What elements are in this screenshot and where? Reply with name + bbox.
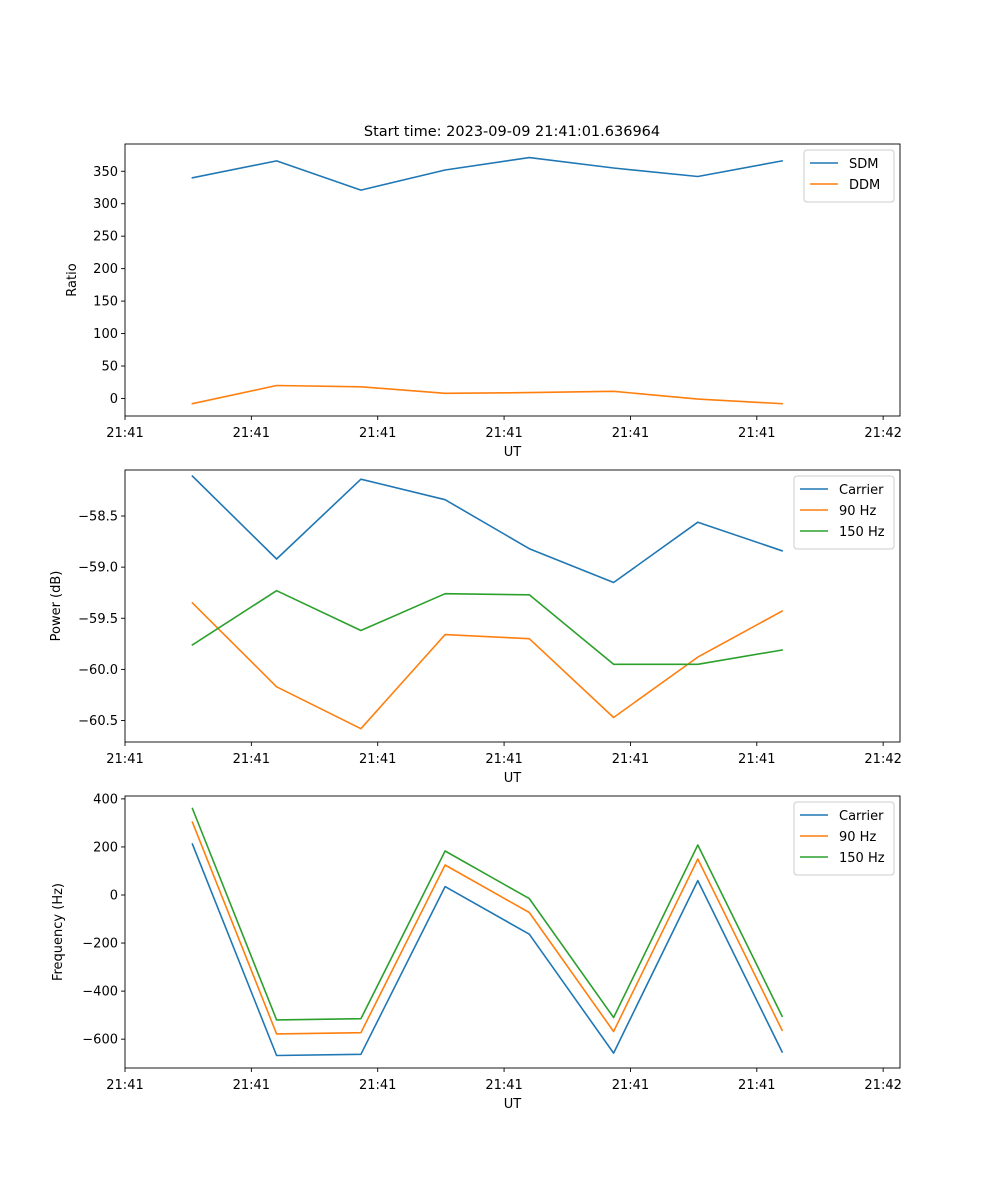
axes-frame	[124, 143, 901, 417]
y-tick-label: 0	[110, 888, 118, 903]
x-tick-label: 21:41	[106, 1078, 143, 1093]
x-tick-label: 21:41	[485, 752, 522, 767]
x-tick-label: 21:41	[106, 426, 143, 441]
x-tick-label: 21:42	[864, 426, 901, 441]
y-tick-label: 350	[93, 165, 118, 180]
x-tick-label: 21:41	[738, 1078, 775, 1093]
series-line-ddm	[191, 384, 783, 405]
subplot-ratio: 21:41 21:41 21:41 21:41 21:41 21:41 21:42 0 50 10…	[65, 143, 902, 460]
y-tick-label: 100	[93, 327, 118, 342]
legend-label: SDM	[849, 157, 878, 172]
axes-frame	[124, 469, 901, 743]
x-tick-label: 21:41	[359, 1078, 396, 1093]
legend-label: DDM	[849, 178, 880, 193]
subplot-frequency: 21:41 21:41 21:41 21:41 21:41 21:41 21:42 −600 −…	[51, 792, 902, 1112]
x-tick-label: 21:41	[612, 1078, 649, 1093]
legend: Carrier 90 Hz 150 Hz	[793, 475, 895, 550]
x-tick-label: 21:41	[106, 752, 143, 767]
legend: SDM DDM	[803, 149, 895, 203]
y-tick-label: 200	[93, 262, 118, 277]
axes-frame	[124, 795, 901, 1069]
x-tick-label: 21:42	[864, 1078, 901, 1093]
x-tick-label: 21:41	[233, 426, 270, 441]
x-tick-label: 21:41	[359, 426, 396, 441]
x-tick-label: 21:41	[612, 426, 649, 441]
y-axis-label: Ratio	[65, 263, 80, 296]
y-tick-label: 200	[93, 840, 118, 855]
y-tick-label: 250	[93, 230, 118, 245]
x-axis-label: UT	[504, 445, 522, 460]
x-axis-label: UT	[504, 771, 522, 786]
x-tick-label: 21:41	[233, 1078, 270, 1093]
series-line-carrier	[191, 843, 784, 1057]
x-tick-label: 21:41	[359, 752, 396, 767]
series-line-90-hz	[191, 821, 784, 1035]
series-line-sdm	[191, 156, 784, 191]
legend-label: 150 Hz	[839, 525, 885, 540]
y-tick-label: 300	[93, 197, 118, 212]
legend-label: Carrier	[839, 809, 884, 824]
y-tick-label: −60.0	[78, 663, 118, 678]
y-tick-label: 150	[93, 295, 118, 310]
series-line-150-hz	[191, 589, 784, 666]
y-tick-label: −600	[82, 1033, 118, 1048]
y-tick-label: 50	[101, 360, 118, 375]
legend-label: 150 Hz	[839, 851, 885, 866]
legend-label: Carrier	[839, 483, 884, 498]
x-tick-label: 21:42	[864, 752, 901, 767]
x-tick-label: 21:41	[485, 1078, 522, 1093]
subplot-power: 21:41 21:41 21:41 21:41 21:41 21:41 21:42 −60.5…	[49, 469, 902, 786]
y-tick-label: −400	[82, 985, 118, 1000]
y-tick-label: 0	[110, 392, 118, 407]
y-tick-label: −59.5	[78, 612, 118, 627]
x-tick-label: 21:41	[485, 426, 522, 441]
figure-title: Start time: 2023-09-09 21:41:01.636964	[364, 124, 660, 140]
series-line-carrier	[191, 474, 784, 584]
y-tick-label: −59.0	[78, 561, 118, 576]
y-tick-label: −58.5	[78, 510, 118, 525]
y-axis-label: Frequency (Hz)	[51, 883, 66, 981]
y-tick-label: −60.5	[78, 714, 118, 729]
y-axis-label: Power (dB)	[49, 571, 64, 642]
legend-label: 90 Hz	[839, 504, 876, 519]
legend-label: 90 Hz	[839, 830, 876, 845]
legend: Carrier 90 Hz 150 Hz	[793, 801, 895, 876]
x-tick-label: 21:41	[738, 752, 775, 767]
x-tick-label: 21:41	[233, 752, 270, 767]
x-axis-label: UT	[504, 1097, 522, 1112]
series-line-150-hz	[191, 807, 784, 1021]
x-tick-label: 21:41	[612, 752, 649, 767]
y-tick-label: −200	[82, 937, 118, 952]
x-tick-label: 21:41	[738, 426, 775, 441]
y-tick-label: 400	[93, 792, 118, 807]
series-line-90-hz	[191, 601, 784, 730]
